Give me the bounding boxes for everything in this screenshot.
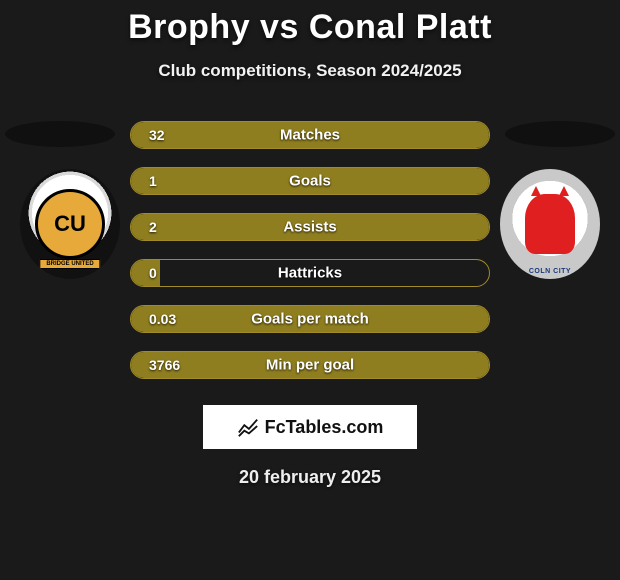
- stat-bar-label: Assists: [283, 219, 336, 236]
- chart-icon: [237, 416, 259, 438]
- stat-bar-label: Goals per match: [251, 311, 369, 328]
- crest-left-initials: CU: [35, 189, 105, 259]
- stat-bar-label: Goals: [289, 173, 331, 190]
- footer-date: 20 february 2025: [0, 467, 620, 488]
- club-crest-right: COLN CITY: [500, 169, 600, 279]
- comparison-content: CU BRIDGE UNITED COLN CITY 32 Matches 1 Goa…: [0, 121, 620, 379]
- stat-bar: 32 Matches: [130, 121, 490, 149]
- club-crest-left: CU BRIDGE UNITED: [20, 169, 120, 279]
- stat-bar-label: Matches: [280, 127, 340, 144]
- stat-bar-label: Min per goal: [266, 357, 354, 374]
- stat-bar: 0.03 Goals per match: [130, 305, 490, 333]
- stat-bar-value: 1: [149, 173, 157, 189]
- stat-bars: 32 Matches 1 Goals 2 Assists 0 Hattricks 0.03 Goa…: [130, 121, 490, 379]
- crest-shadow-right: [505, 121, 615, 147]
- stat-bar-value: 32: [149, 127, 165, 143]
- stat-bar: 1 Goals: [130, 167, 490, 195]
- stat-bar-value: 3766: [149, 357, 180, 373]
- stat-bar-value: 0.03: [149, 311, 176, 327]
- stat-bar: 3766 Min per goal: [130, 351, 490, 379]
- stat-bar: 0 Hattricks: [130, 259, 490, 287]
- crest-shadow-left: [5, 121, 115, 147]
- page-subtitle: Club competitions, Season 2024/2025: [0, 61, 620, 81]
- stat-bar: 2 Assists: [130, 213, 490, 241]
- crest-right-figure: [525, 194, 575, 254]
- stat-bar-value: 2: [149, 219, 157, 235]
- stat-bar-value: 0: [149, 265, 157, 281]
- stat-bar-label: Hattricks: [278, 265, 342, 282]
- page-title: Brophy vs Conal Platt: [0, 0, 620, 47]
- site-badge: FcTables.com: [203, 405, 417, 449]
- site-badge-text: FcTables.com: [265, 417, 384, 438]
- crest-right-ring-text: COLN CITY: [500, 268, 600, 275]
- crest-left-banner: BRIDGE UNITED: [39, 259, 100, 269]
